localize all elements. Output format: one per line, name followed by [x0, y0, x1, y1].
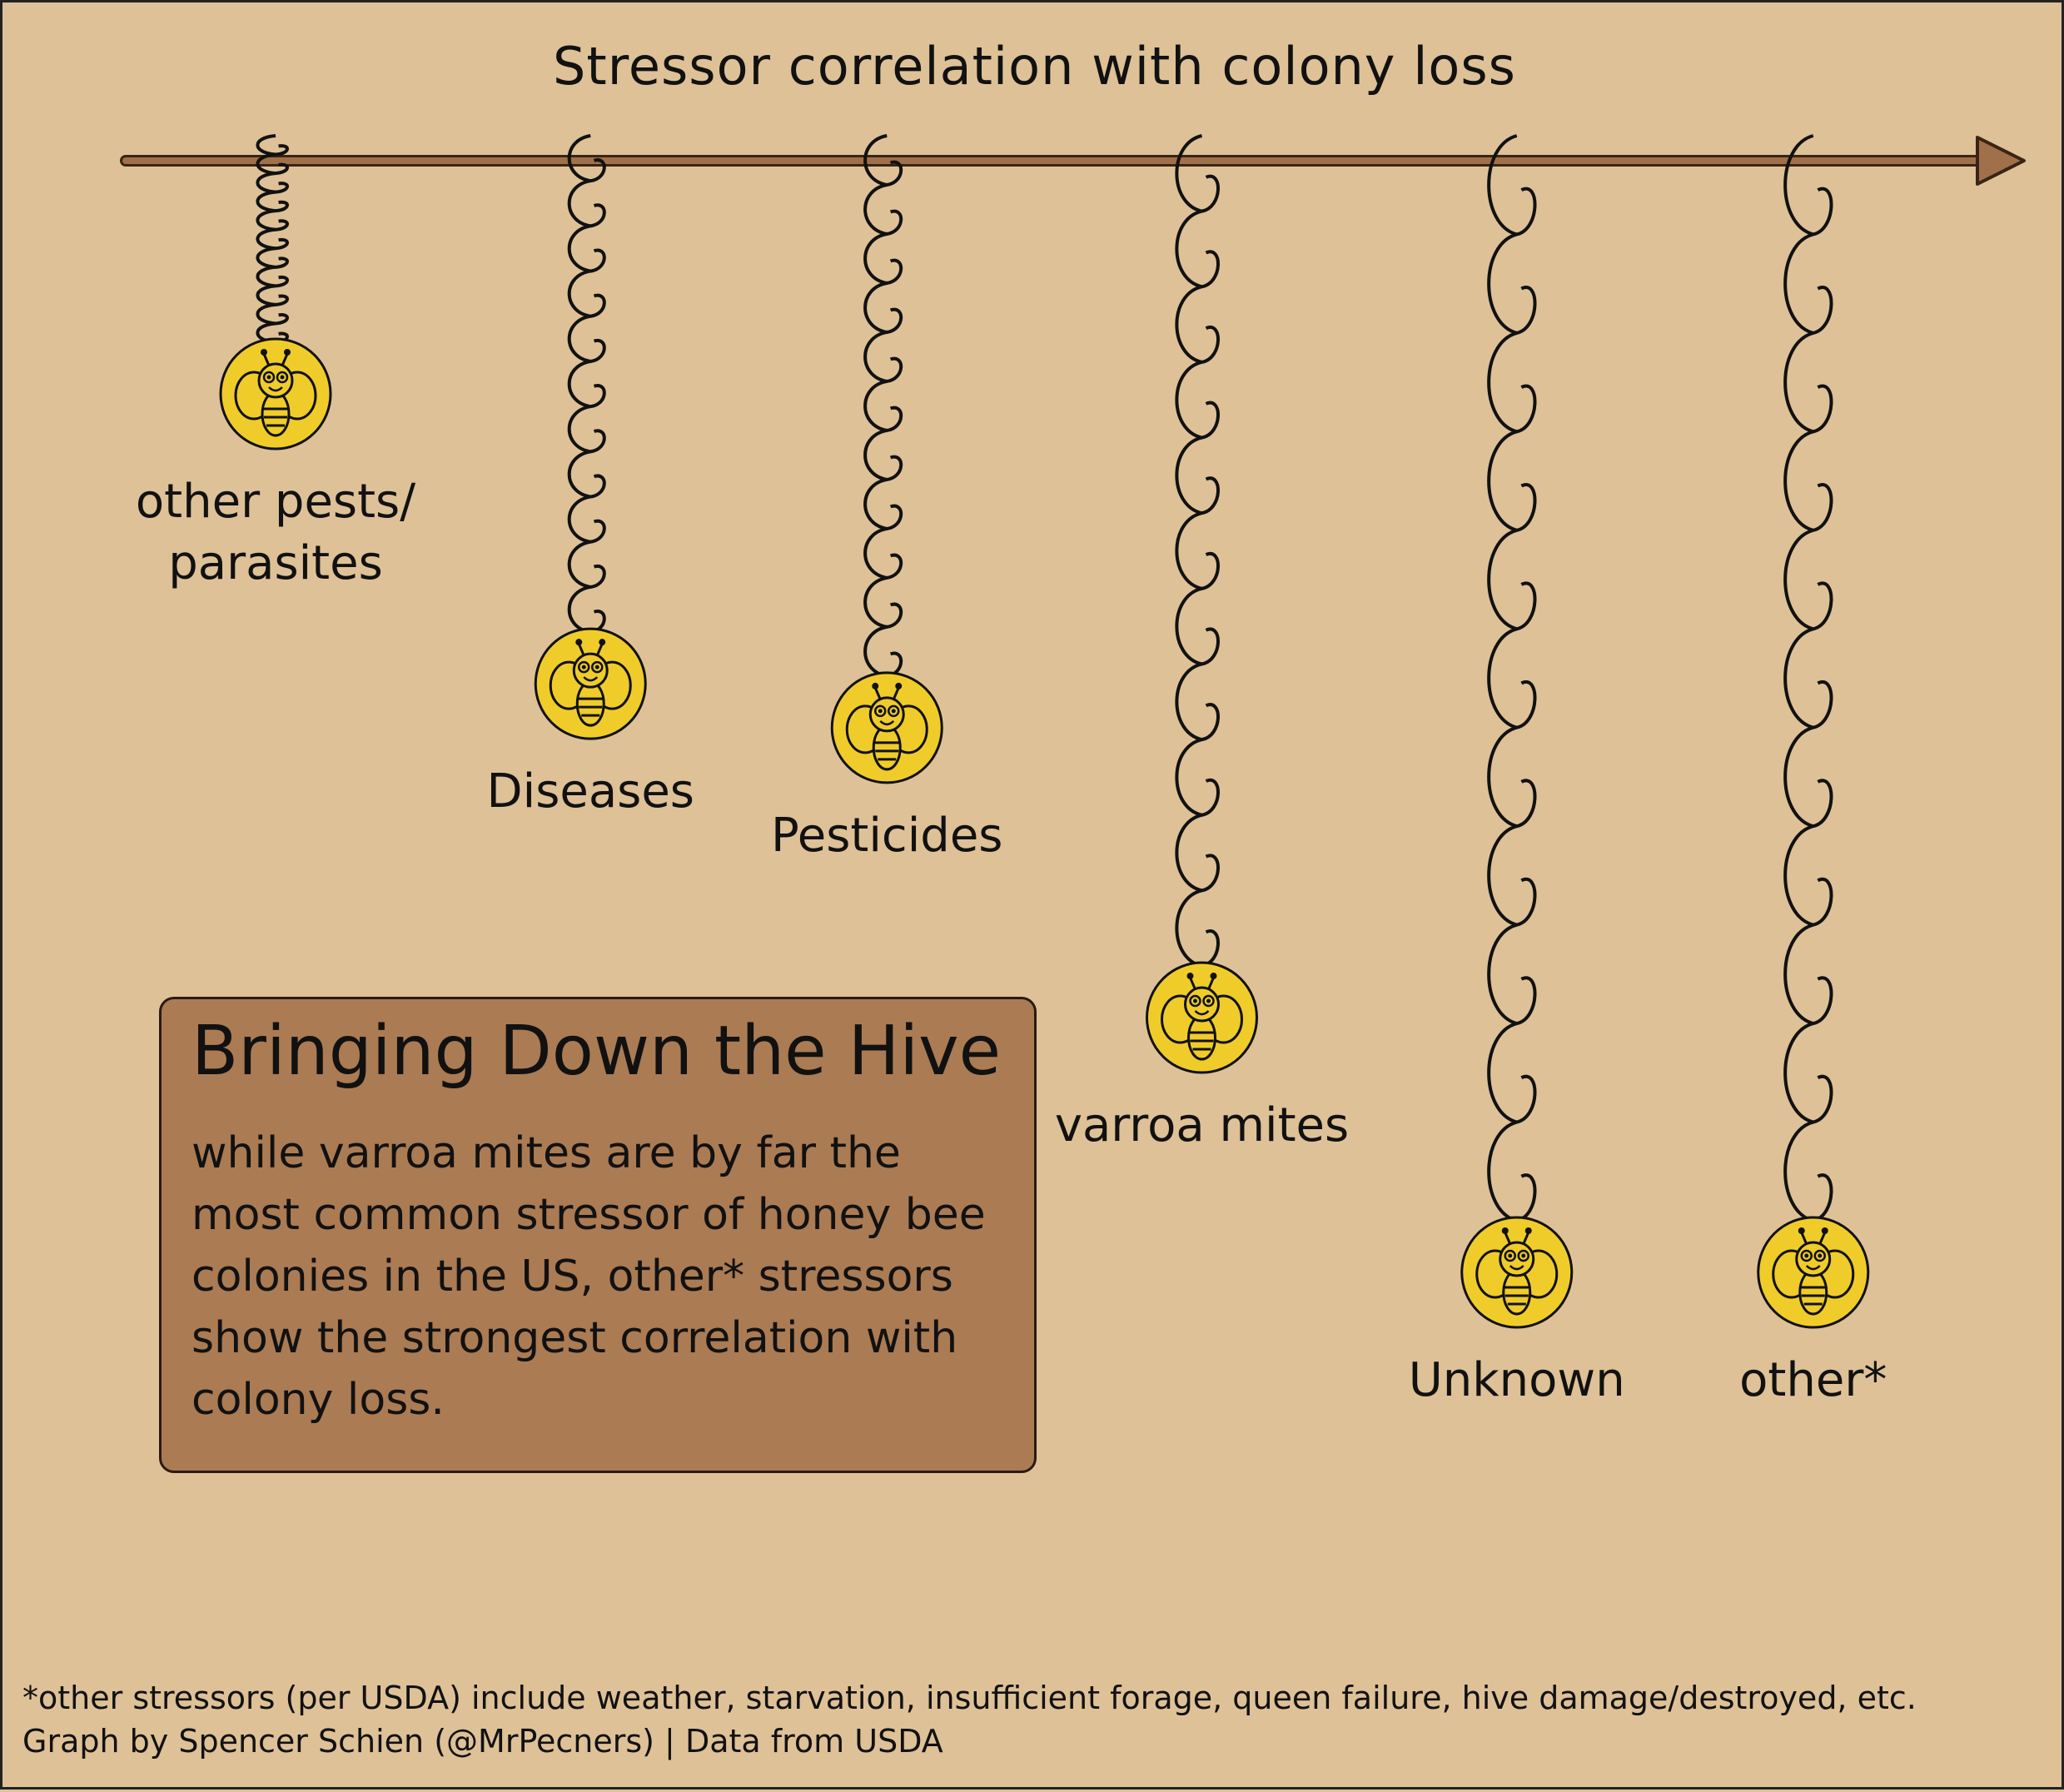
point-label: Diseases [487, 764, 694, 819]
bee-smile [583, 676, 599, 682]
spring-2 [863, 134, 903, 678]
point-3: varroa mites [1055, 134, 1349, 1152]
bee-antenna-tip-left [261, 349, 267, 356]
bee-stripes [1504, 1286, 1529, 1306]
point-label: varroa mites [1055, 1098, 1349, 1152]
bee-antenna-tip-right [1821, 1227, 1828, 1234]
bee-pupil-left [1193, 998, 1197, 1003]
bee-icon [219, 337, 332, 450]
bee-pupil-right [280, 375, 285, 380]
bee-antennae [577, 643, 604, 656]
info-box: Bringing Down the Hive while varroa mite… [159, 997, 1037, 1473]
bee-antenna-tip-right [599, 639, 606, 646]
spring-1 [567, 134, 606, 635]
bee-smile [1509, 1265, 1524, 1271]
bee-antennae [873, 687, 900, 700]
bee-body [575, 680, 605, 727]
point-label: parasites [168, 536, 383, 590]
bee-eye-right [1813, 1249, 1826, 1262]
point-label: other pests/ [136, 475, 415, 529]
bee-stripes [263, 407, 288, 427]
bee-pupil-left [581, 665, 586, 670]
bee-antenna-tip-right [895, 682, 903, 689]
x-axis-arrowhead [1976, 136, 2026, 186]
bee-antenna-tip-left [575, 639, 583, 646]
x-axis [120, 136, 2026, 186]
bee-eye-left [578, 660, 590, 674]
info-body: while varroa mites are by far the most c… [191, 1128, 986, 1426]
bee-eye-left [1800, 1249, 1813, 1262]
bee-eye-right [1202, 994, 1215, 1008]
footnote-stressors: *other stressors (per USDA) include weat… [22, 1680, 1917, 1716]
bee-icon [1757, 1216, 1870, 1329]
bee-pupil-right [1521, 1253, 1526, 1258]
bee-stripes [1189, 1031, 1215, 1051]
bee-stripes [874, 741, 900, 761]
bee-smile [268, 386, 283, 392]
spring-4 [1487, 134, 1537, 1223]
bee-smile [1805, 1265, 1821, 1271]
bee-pupil-right [594, 665, 599, 670]
bee-antennae [1504, 1232, 1530, 1245]
bee-stripes [578, 697, 604, 717]
bee-stripes [1800, 1286, 1826, 1306]
bee-smile [879, 719, 895, 726]
bee-antenna-tip-right [284, 349, 291, 356]
bee-pupil-left [266, 375, 271, 380]
bee-body [1798, 1269, 1828, 1316]
bee-antennae [1189, 977, 1215, 990]
point-0: other pests/parasites [136, 134, 415, 590]
point-label: other* [1739, 1353, 1887, 1407]
bee-pupil-left [878, 709, 883, 714]
bee-antenna-tip-right [1524, 1227, 1532, 1234]
spring-5 [1783, 134, 1833, 1223]
bee-icon [830, 671, 943, 784]
bee-antenna-tip-left [1798, 1227, 1805, 1234]
bee-body [872, 724, 902, 771]
x-axis-title: Stressor correlation with colony loss [553, 36, 1516, 97]
bee-pupil-right [1818, 1253, 1823, 1258]
point-2: Pesticides [771, 134, 1002, 863]
bee-antenna-tip-left [1501, 1227, 1509, 1234]
info-title: Bringing Down the Hive [191, 1012, 1002, 1091]
bee-eye-left [1504, 1249, 1516, 1262]
bee-body [261, 391, 291, 437]
bee-pupil-right [891, 709, 896, 714]
point-label: Pesticides [771, 809, 1002, 863]
bee-body [1502, 1269, 1532, 1316]
bee-icon [1146, 961, 1258, 1074]
spring-0 [256, 134, 289, 345]
bee-eye-right [888, 704, 900, 718]
footnote: *other stressors (per USDA) include weat… [22, 1676, 1917, 1763]
footnote-credit: Graph by Spencer Schien (@MrPecners) | D… [22, 1723, 943, 1760]
point-label: Unknown [1409, 1353, 1625, 1407]
bee-eye-left [262, 371, 276, 384]
bee-body [1187, 1014, 1216, 1061]
point-5: other* [1739, 134, 1887, 1407]
bee-eye-left [1189, 994, 1201, 1008]
bee-antenna-tip-right [1210, 973, 1217, 980]
point-1: Diseases [487, 134, 694, 819]
point-4: Unknown [1409, 134, 1625, 1407]
bee-antennae [1800, 1232, 1827, 1245]
bee-pupil-right [1206, 998, 1211, 1003]
bee-icon [534, 627, 647, 740]
bee-icon [1460, 1216, 1574, 1329]
bee-smile [1194, 1010, 1210, 1016]
bee-eye-right [591, 660, 604, 674]
spring-3 [1175, 134, 1220, 968]
bee-antenna-tip-left [1186, 973, 1194, 980]
bee-eye-right [1517, 1249, 1529, 1262]
bee-antennae [262, 353, 289, 366]
bee-pupil-left [1508, 1253, 1513, 1258]
bee-antenna-tip-left [872, 682, 879, 689]
bee-eye-right [276, 371, 289, 384]
bee-pupil-left [1804, 1253, 1809, 1258]
bee-eye-left [874, 704, 887, 718]
